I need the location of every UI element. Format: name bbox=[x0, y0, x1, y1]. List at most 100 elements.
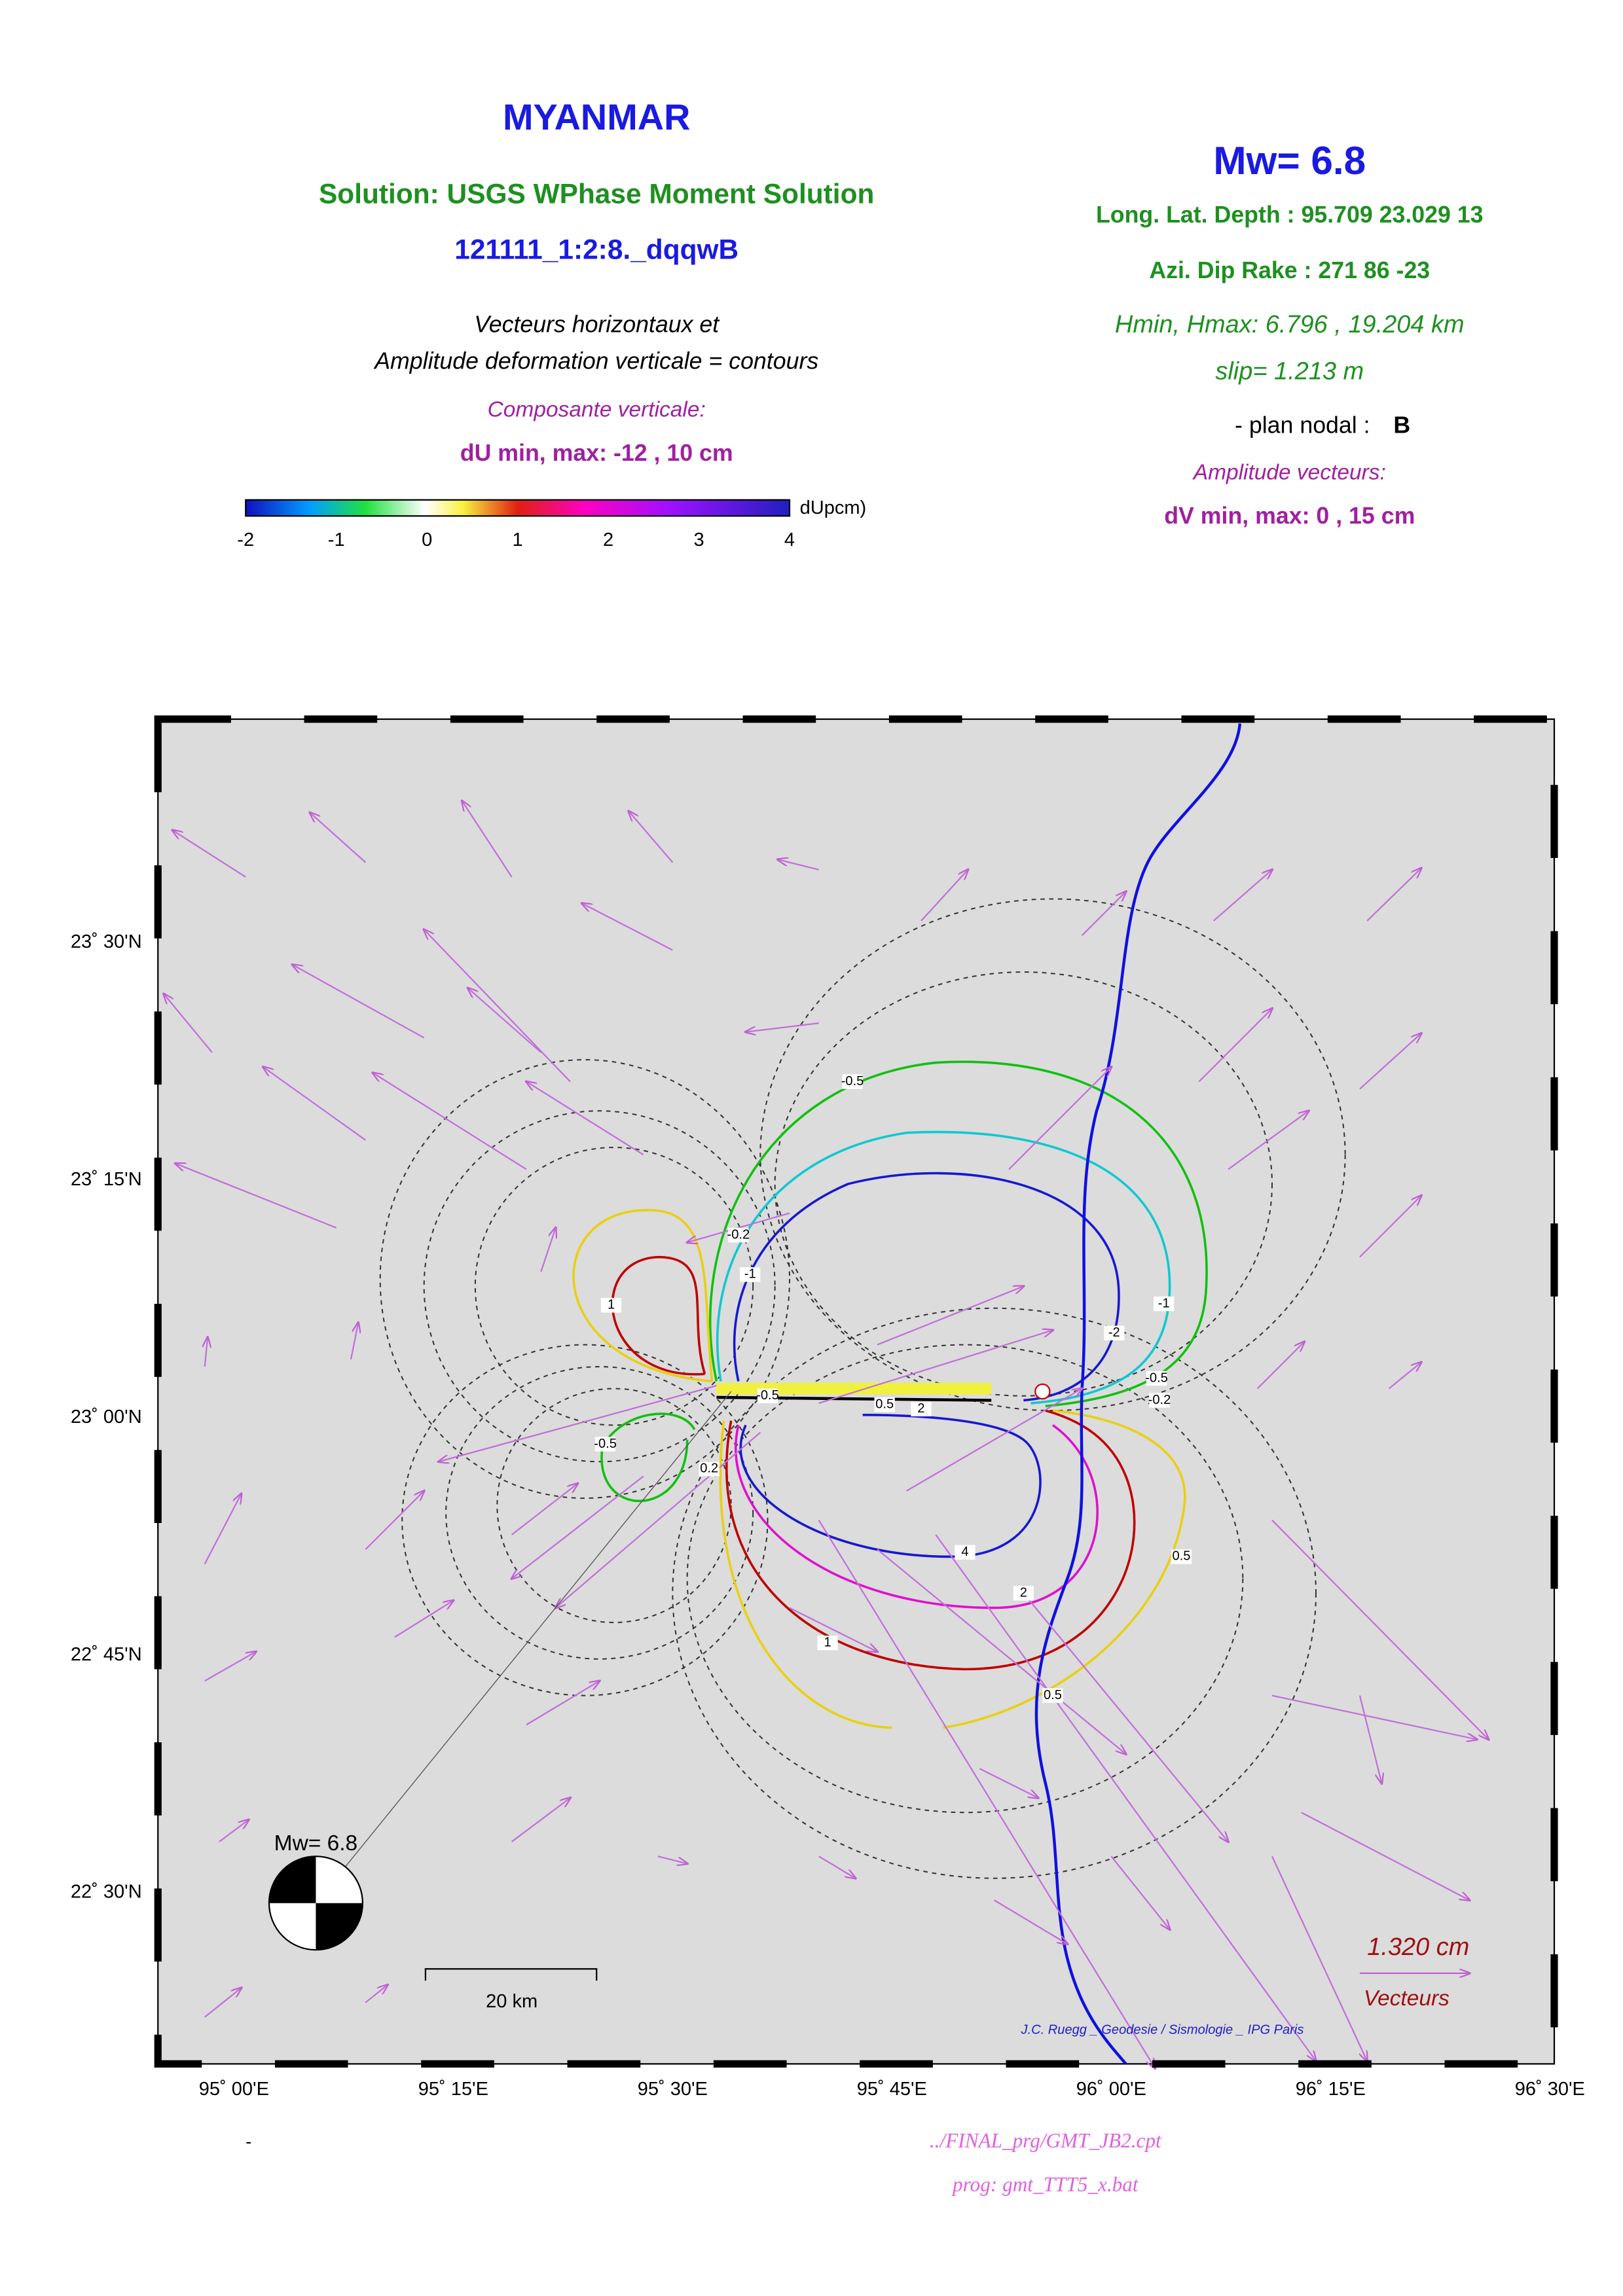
scale-label: 20 km bbox=[486, 1991, 538, 2012]
beachball-label: Mw= 6.8 bbox=[274, 1831, 357, 1856]
credit: J.C. Ruegg _ Geodesie / Sismologie _ IPG… bbox=[1021, 2022, 1304, 2037]
vector bbox=[979, 1768, 1038, 1798]
lon-label: 95˚ 30'E bbox=[638, 2079, 708, 2100]
vector bbox=[1271, 1695, 1477, 1740]
colorbar-tick-label: 0 bbox=[422, 529, 432, 550]
contour-label: -0.5 bbox=[756, 1388, 779, 1403]
vector bbox=[877, 1549, 1126, 1754]
contour-label: 0.2 bbox=[700, 1462, 718, 1476]
vector bbox=[778, 859, 819, 870]
lat-label: 23˚ 30'N bbox=[71, 931, 142, 952]
vector bbox=[526, 1681, 600, 1726]
colorbar-tick-label: 4 bbox=[784, 529, 795, 550]
contour-label: 1 bbox=[608, 1298, 615, 1312]
contour-label: 1 bbox=[824, 1635, 831, 1649]
vector bbox=[1388, 1362, 1421, 1390]
lat-label: 23˚ 00'N bbox=[71, 1407, 142, 1427]
vector bbox=[204, 1494, 242, 1565]
contour-label-bg bbox=[757, 1388, 778, 1403]
contour-labels: -0.5 -0.2 -1 -2 -1 -0.5 -0.2 1 -0.5 0.2 -0.5 4 2 1 0.5… bbox=[594, 1074, 1192, 1703]
contour-label: -0.2 bbox=[727, 1227, 750, 1242]
colorbar-tick-label: 1 bbox=[513, 529, 523, 550]
vector bbox=[175, 1164, 337, 1229]
vector bbox=[994, 1899, 1068, 1944]
contour-label: -0.5 bbox=[1145, 1371, 1168, 1385]
contour-label: 0.5 bbox=[1173, 1549, 1191, 1564]
vector bbox=[263, 1067, 367, 1141]
vector bbox=[1256, 1342, 1304, 1390]
contour-label-bg bbox=[1013, 1586, 1034, 1601]
vector bbox=[1081, 891, 1126, 937]
title: MYANMAR bbox=[503, 96, 690, 137]
vector bbox=[1198, 1009, 1272, 1083]
vector bbox=[511, 1798, 570, 1842]
vector bbox=[350, 1323, 358, 1360]
du-range: dU min, max: -12 , 10 cm bbox=[460, 440, 733, 466]
contour-label-bg bbox=[842, 1074, 863, 1089]
vector bbox=[935, 1534, 1316, 2061]
vector bbox=[365, 1985, 387, 2003]
contour-label: -1 bbox=[744, 1267, 756, 1282]
vector bbox=[906, 1389, 1082, 1492]
solution: Solution: USGS WPhase Moment Solution bbox=[319, 178, 874, 209]
vector bbox=[1359, 1196, 1421, 1258]
vector bbox=[310, 813, 367, 863]
contour-label-bg bbox=[1149, 1393, 1170, 1408]
vector bbox=[921, 870, 968, 922]
location: Long. Lat. Depth : 95.709 23.029 13 bbox=[1096, 202, 1484, 228]
contour-label: -0.5 bbox=[594, 1437, 617, 1451]
colorbar-tick-label: -2 bbox=[237, 529, 254, 550]
vector bbox=[582, 903, 673, 951]
axis-labels: 95˚ 00'E 95˚ 15'E 95˚ 30'E 95˚ 45'E 96˚ 00'E… bbox=[71, 931, 1585, 2100]
contour-label-bg bbox=[1171, 1549, 1192, 1564]
contour-label-bg bbox=[594, 1437, 616, 1452]
vector bbox=[1366, 869, 1421, 922]
vertical-label: Composante verticale: bbox=[488, 397, 706, 422]
contour-label-bg bbox=[1104, 1325, 1125, 1340]
lat-label: 23˚ 15'N bbox=[71, 1169, 142, 1190]
fault bbox=[716, 1382, 992, 1395]
vector bbox=[1023, 1592, 1228, 1842]
vector bbox=[1008, 1067, 1111, 1170]
vectors bbox=[164, 801, 1488, 2068]
vector bbox=[204, 1988, 242, 2018]
colorbar-label: dUpcm) bbox=[800, 497, 867, 518]
beachball-leader bbox=[315, 1391, 732, 1904]
vector bbox=[818, 1856, 856, 1878]
vector bbox=[424, 929, 571, 1083]
mechanism: Azi. Dip Rake : 271 86 -23 bbox=[1149, 257, 1430, 283]
vector bbox=[789, 1607, 877, 1652]
vector bbox=[1110, 1856, 1169, 1929]
vector bbox=[512, 1475, 644, 1579]
contour-label: 2 bbox=[917, 1401, 924, 1416]
contour-label: 0.5 bbox=[875, 1397, 894, 1411]
map-frame bbox=[154, 715, 1558, 2068]
lat-label: 22˚ 30'N bbox=[71, 1882, 142, 1903]
footer-dash: - bbox=[246, 2132, 251, 2151]
dv-range: dV min, max: 0 , 15 cm bbox=[1164, 503, 1415, 529]
vector bbox=[1359, 1033, 1421, 1090]
contour-label-bg bbox=[1154, 1296, 1175, 1312]
vector bbox=[173, 830, 246, 878]
mw: Mw= 6.8 bbox=[1213, 138, 1366, 183]
epicenter bbox=[1034, 1383, 1051, 1400]
vector bbox=[293, 965, 425, 1039]
vector bbox=[556, 1431, 761, 1608]
vector bbox=[540, 1228, 555, 1272]
vector-label: Amplitude vecteurs: bbox=[1192, 460, 1386, 484]
lon-label: 95˚ 00'E bbox=[199, 2079, 269, 2100]
contour-label: 2 bbox=[1020, 1586, 1027, 1600]
contour-label: -2 bbox=[1108, 1325, 1120, 1340]
vector bbox=[877, 1286, 1023, 1346]
vector bbox=[439, 1385, 717, 1462]
nodal-value: B bbox=[1393, 412, 1410, 439]
vector bbox=[657, 1856, 687, 1863]
colorbar-tick-label: -1 bbox=[328, 529, 345, 550]
colorbar bbox=[245, 499, 791, 517]
contour-label-bg bbox=[817, 1636, 838, 1651]
lon-label: 96˚ 15'E bbox=[1296, 2079, 1366, 2100]
river bbox=[1034, 723, 1242, 2065]
event-id: 121111_1:2:8._dqqwB bbox=[454, 234, 739, 264]
